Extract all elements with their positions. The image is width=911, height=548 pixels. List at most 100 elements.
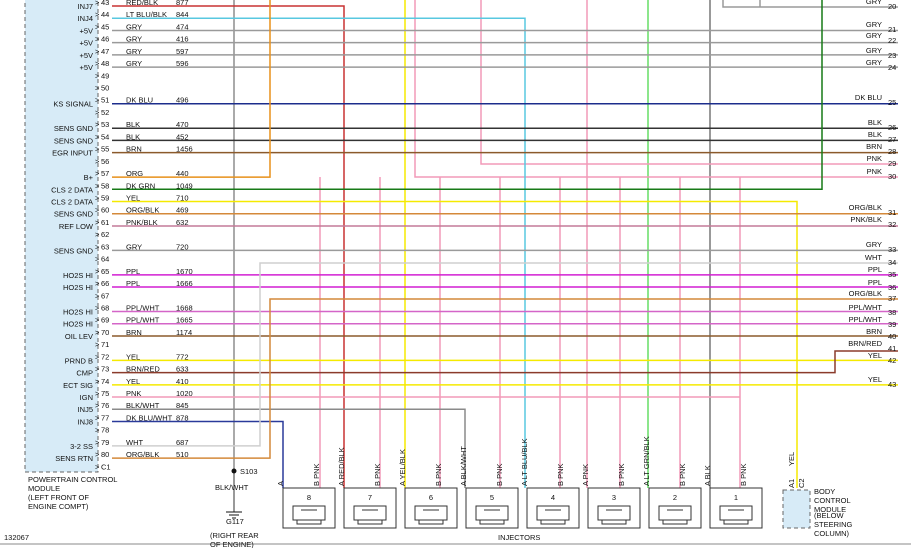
wire-color: BLK <box>126 132 140 141</box>
pin-function: 3-2 SS <box>70 442 93 451</box>
wire <box>414 0 898 178</box>
right-pin-number: 21 <box>888 25 896 34</box>
bcm-wire: YEL <box>787 452 796 466</box>
right-pin-number: 39 <box>888 320 896 329</box>
injector-pin-b: B PNK <box>617 463 626 486</box>
pin-function: B+ <box>84 173 94 182</box>
pin-function: KS SIGNAL <box>53 100 93 109</box>
pin-number: 64 <box>101 255 109 264</box>
injector-plug <box>414 505 448 521</box>
pin-function: ECT SIG <box>63 381 93 390</box>
wire-color: YEL <box>126 352 140 361</box>
pin-number: 44 <box>101 10 109 19</box>
pin-number: 50 <box>101 84 109 93</box>
pin-arrow: > <box>95 157 100 166</box>
circuit-number: 410 <box>176 377 189 386</box>
pin-number: 76 <box>101 401 109 410</box>
right-wire-color: WHT <box>865 253 882 262</box>
right-wire-color: GRY <box>866 0 882 6</box>
wire <box>722 0 898 8</box>
circuit-number: 1670 <box>176 267 193 276</box>
circuit-number: 1666 <box>176 279 193 288</box>
circuit-number: 878 <box>176 413 189 422</box>
wire-color: DK BLU/WHT <box>126 413 173 422</box>
pin-arrow: > <box>95 218 100 227</box>
circuit-number: 596 <box>176 59 189 68</box>
pin-function: +5V <box>79 51 93 60</box>
wire <box>112 0 823 191</box>
wire-color: YEL <box>126 194 140 203</box>
circuit-number: 772 <box>176 352 189 361</box>
circuit-number: 469 <box>176 206 189 215</box>
ground-label: G117 <box>226 517 244 526</box>
right-wire-color: PPL <box>868 265 882 274</box>
right-wire-color: GRY <box>866 31 882 40</box>
pin-function: CMP <box>76 369 93 378</box>
injector-plug-detail <box>296 509 322 525</box>
pin-function: INJ8 <box>78 417 93 426</box>
right-wire-color: PNK <box>867 167 882 176</box>
pin-number: 67 <box>101 291 109 300</box>
wire <box>112 5 345 488</box>
wire-color: DK GRN <box>126 181 155 190</box>
injector-plug <box>719 505 753 521</box>
pin-arrow: > <box>95 267 100 276</box>
pin-arrow: > <box>95 377 100 386</box>
injector-pin-a: A LT BLU/BLK <box>520 438 529 486</box>
injector-plug-detail <box>540 509 566 525</box>
injector-pin-b: B PNK <box>373 463 382 486</box>
pin-function: INJ5 <box>78 405 93 414</box>
pin-number: 69 <box>101 316 109 325</box>
wire <box>112 408 466 488</box>
circuit-number: 416 <box>176 35 189 44</box>
right-pin-number: 29 <box>888 159 896 168</box>
injector-pin-b: B PNK <box>556 463 565 486</box>
circuit-number: 496 <box>176 96 189 105</box>
injector-connector <box>526 487 580 529</box>
wire <box>112 17 526 488</box>
injector-plug-detail <box>723 509 749 525</box>
injector-connector <box>709 487 763 529</box>
wire-color: GRY <box>126 47 142 56</box>
right-wire-color: GRY <box>866 20 882 29</box>
pin-arrow: > <box>95 47 100 56</box>
injectors-label: INJECTORS <box>498 533 540 542</box>
wire <box>112 262 898 447</box>
wire <box>112 0 271 178</box>
right-wire-color: BRN/RED <box>848 339 882 348</box>
wire-color: ORG/BLK <box>126 206 159 215</box>
circuit-number: 510 <box>176 450 189 459</box>
pin-number: 52 <box>101 108 109 117</box>
wire-color: BRN/RED <box>126 365 160 374</box>
pin-number: 65 <box>101 267 109 276</box>
injector-pin-a: A YEL/BLK <box>398 449 407 486</box>
right-wire-color: DK BLU <box>855 93 882 102</box>
pin-function: PRND B <box>65 356 93 365</box>
right-pin-number: 20 <box>888 2 896 11</box>
circuit-number: 1174 <box>176 328 192 337</box>
pin-number: 47 <box>101 47 109 56</box>
pin-number: 43 <box>101 0 109 7</box>
pin-arrow: > <box>95 145 100 154</box>
injector-plug-detail <box>662 509 688 525</box>
injector-pin-b: B PNK <box>495 463 504 486</box>
right-wire-color: GRY <box>866 240 882 249</box>
injector-connector <box>587 487 641 529</box>
ground-wire: BLK/WHT <box>215 483 249 492</box>
circuit-number: 470 <box>176 120 189 129</box>
pin-function: CLS 2 DATA <box>51 198 93 207</box>
right-pin-number: 23 <box>888 51 896 60</box>
injector-connector <box>282 487 336 529</box>
right-pin-number: 42 <box>888 356 896 365</box>
circuit-number: 597 <box>176 47 189 56</box>
pin-arrow: > <box>95 35 100 44</box>
wire-color: GRY <box>126 242 142 251</box>
pin-number: 56 <box>101 157 109 166</box>
pin-arrow: > <box>95 0 100 7</box>
right-wire-color: BLK <box>868 118 882 127</box>
pcm-box <box>24 0 99 473</box>
pin-arrow: > <box>95 401 100 410</box>
right-pin-number: 33 <box>888 245 896 254</box>
right-pin-number: 25 <box>888 98 896 107</box>
right-wire-color: PPL/WHT <box>849 315 883 324</box>
